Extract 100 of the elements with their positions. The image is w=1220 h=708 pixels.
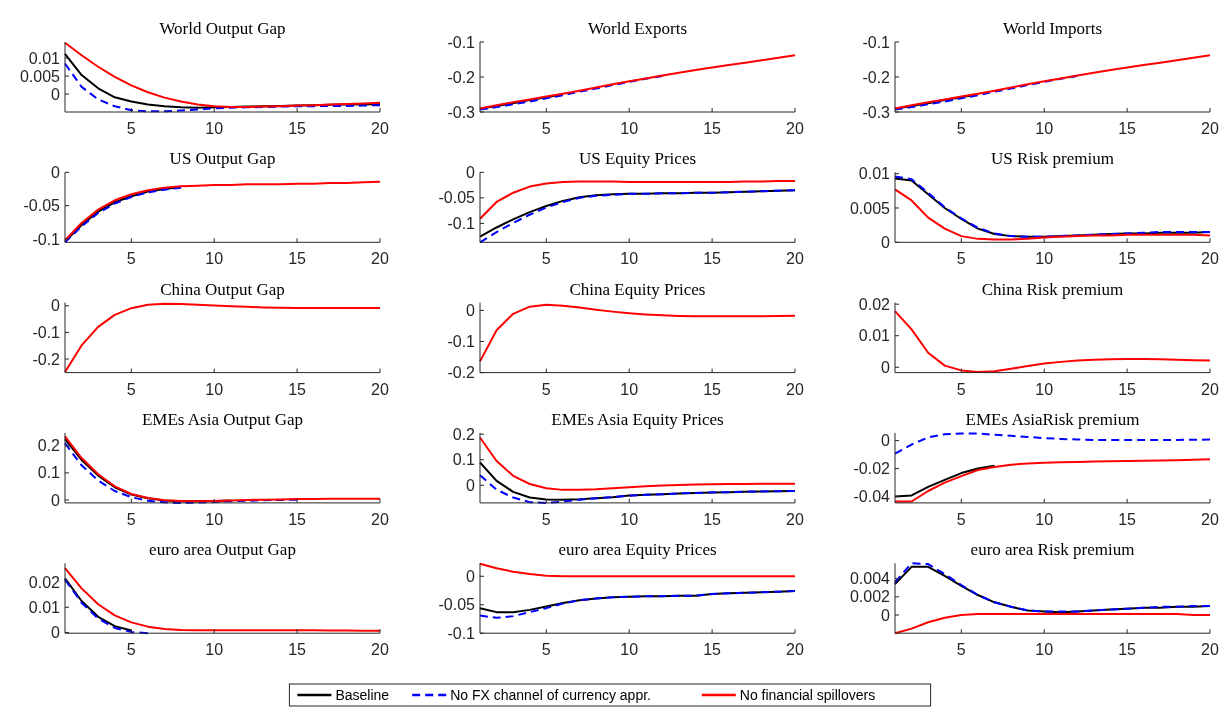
x-tick-label: 5 bbox=[956, 510, 966, 528]
x-tick-label: 15 bbox=[703, 250, 722, 268]
y-tick-label: 0.1 bbox=[452, 451, 476, 469]
line-series bbox=[894, 432, 1211, 455]
y-tick-label: 0 bbox=[881, 432, 891, 450]
x-tick-label: 5 bbox=[541, 250, 551, 268]
x-tick-label: 10 bbox=[1035, 510, 1054, 528]
x-tick-label: 15 bbox=[288, 510, 307, 528]
y-tick-label: -0.04 bbox=[853, 488, 891, 506]
chart-title: EMEs Asia Output Gap bbox=[141, 409, 304, 429]
y-tick-label: -0.1 bbox=[32, 230, 61, 248]
x-tick-label: 5 bbox=[541, 120, 551, 137]
line-series bbox=[479, 303, 796, 363]
y-tick-label: 0.2 bbox=[37, 437, 61, 455]
x-tick-label: 10 bbox=[205, 250, 224, 268]
line-series bbox=[64, 577, 133, 632]
x-tick-label: 5 bbox=[956, 641, 966, 659]
x-tick-label: 5 bbox=[126, 510, 136, 528]
line-series bbox=[479, 179, 796, 220]
y-tick-label: 0 bbox=[466, 567, 476, 585]
x-tick-label: 20 bbox=[786, 380, 804, 398]
x-tick-label: 10 bbox=[205, 641, 224, 659]
y-tick-label: -0.1 bbox=[447, 624, 476, 642]
chart-title: China Equity Prices bbox=[569, 279, 706, 299]
y-tick-label: 0.1 bbox=[37, 464, 61, 482]
y-tick-label: -0.2 bbox=[447, 68, 476, 86]
y-tick-label: 0.01 bbox=[858, 327, 891, 345]
y-tick-label: -0.2 bbox=[32, 350, 61, 368]
y-tick-label: 0.004 bbox=[849, 570, 891, 588]
x-tick-label: 5 bbox=[541, 380, 551, 398]
x-tick-label: 10 bbox=[620, 250, 639, 268]
x-tick-label: 15 bbox=[1118, 510, 1137, 528]
y-tick-label: 0.02 bbox=[28, 573, 61, 591]
y-tick-label: 0 bbox=[51, 297, 61, 315]
x-tick-label: 20 bbox=[786, 250, 804, 268]
x-tick-label: 5 bbox=[956, 120, 966, 137]
line-series bbox=[479, 436, 796, 491]
y-tick-label: 0.01 bbox=[28, 598, 61, 616]
x-tick-label: 10 bbox=[1035, 641, 1054, 659]
x-tick-label: 10 bbox=[205, 510, 224, 528]
x-tick-label: 15 bbox=[1118, 250, 1137, 268]
chart-title: World Exports bbox=[587, 19, 688, 38]
chart-title: euro area Equity Prices bbox=[558, 540, 717, 560]
x-tick-label: 15 bbox=[288, 641, 307, 659]
x-tick-label: 20 bbox=[371, 250, 389, 268]
chart-title: US Output Gap bbox=[169, 149, 276, 169]
x-tick-label: 5 bbox=[541, 510, 551, 528]
x-tick-label: 15 bbox=[1118, 380, 1137, 398]
x-tick-label: 5 bbox=[126, 120, 136, 137]
chart-title: China Risk premium bbox=[981, 279, 1124, 299]
y-tick-label: -0.05 bbox=[438, 596, 476, 614]
y-tick-label: -0.1 bbox=[447, 333, 476, 351]
y-tick-label: -0.2 bbox=[447, 364, 476, 382]
y-tick-label: 0 bbox=[881, 606, 891, 624]
chart-title: euro area Output Gap bbox=[149, 540, 296, 560]
x-tick-label: 5 bbox=[126, 250, 136, 268]
x-tick-label: 5 bbox=[956, 250, 966, 268]
y-tick-label: -0.2 bbox=[862, 68, 891, 86]
chart-title: US Risk premium bbox=[991, 149, 1114, 169]
y-tick-label: -0.1 bbox=[32, 324, 61, 342]
x-tick-label: 15 bbox=[288, 380, 307, 398]
y-tick-label: 0 bbox=[51, 491, 61, 509]
x-tick-label: 15 bbox=[288, 120, 307, 137]
y-tick-label: -0.02 bbox=[853, 460, 891, 478]
x-tick-label: 20 bbox=[786, 510, 804, 528]
legend-label: No financial spillovers bbox=[739, 686, 876, 703]
x-tick-label: 20 bbox=[371, 120, 389, 137]
chart-title: World Imports bbox=[1002, 19, 1103, 38]
y-tick-label: -0.3 bbox=[447, 103, 476, 121]
chart-title: World Output Gap bbox=[159, 19, 286, 38]
x-tick-label: 5 bbox=[541, 641, 551, 659]
chart-title: China Output Gap bbox=[160, 279, 285, 299]
x-tick-label: 5 bbox=[126, 380, 136, 398]
x-tick-label: 10 bbox=[205, 120, 224, 137]
y-tick-label: 0.01 bbox=[858, 165, 891, 183]
y-tick-label: 0 bbox=[466, 301, 476, 319]
y-tick-label: -0.05 bbox=[23, 197, 61, 215]
x-tick-label: 10 bbox=[620, 380, 639, 398]
y-tick-label: 0.01 bbox=[28, 49, 61, 67]
x-tick-label: 10 bbox=[1035, 120, 1054, 137]
x-tick-label: 5 bbox=[956, 380, 966, 398]
chart-title: US Equity Prices bbox=[578, 149, 697, 169]
x-tick-label: 10 bbox=[620, 510, 639, 528]
x-tick-label: 15 bbox=[703, 510, 722, 528]
x-tick-label: 10 bbox=[205, 380, 224, 398]
y-tick-label: -0.1 bbox=[447, 214, 476, 232]
x-tick-label: 10 bbox=[1035, 250, 1054, 268]
line-series bbox=[479, 590, 796, 619]
y-tick-label: 0.005 bbox=[19, 67, 61, 85]
x-tick-label: 20 bbox=[786, 641, 804, 659]
x-tick-label: 15 bbox=[288, 250, 307, 268]
x-tick-label: 20 bbox=[786, 120, 804, 137]
line-series bbox=[894, 464, 996, 498]
y-tick-label: 0 bbox=[466, 163, 476, 181]
legend-label: No FX channel of currency appr. bbox=[450, 686, 651, 703]
y-tick-label: 0 bbox=[51, 163, 61, 181]
y-tick-label: 0.002 bbox=[849, 588, 891, 606]
y-tick-label: 0.005 bbox=[849, 199, 891, 217]
line-series bbox=[64, 302, 381, 374]
y-tick-label: 0.02 bbox=[858, 295, 891, 313]
